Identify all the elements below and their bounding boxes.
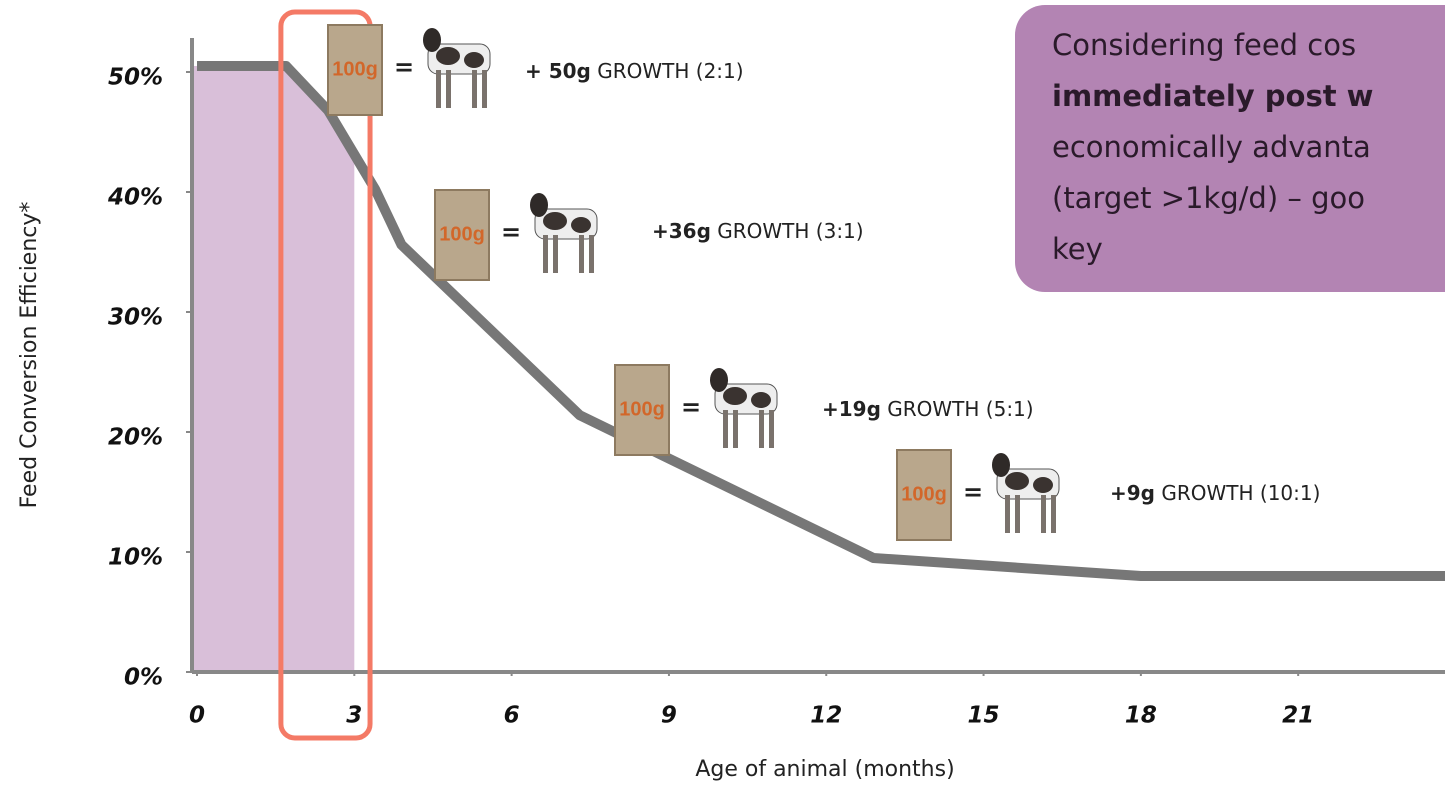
x-tick-label: 12 — [810, 703, 842, 729]
y-tick-label: 30% — [108, 305, 163, 331]
equals-sign: = — [681, 393, 701, 421]
cow-leg — [1051, 495, 1056, 533]
callout-line: key — [1052, 232, 1103, 266]
cow-leg — [543, 235, 548, 273]
cow-leg — [482, 70, 487, 108]
callout-box — [1015, 5, 1445, 292]
cow-icon — [992, 453, 1060, 533]
y-tick-label: 10% — [108, 545, 163, 571]
callout-line: economically advanta — [1052, 130, 1371, 164]
cow-leg — [723, 410, 728, 448]
cow-patch — [751, 392, 771, 408]
cow-leg — [553, 235, 558, 273]
x-tick-label: 3 — [346, 703, 362, 729]
cow-leg — [733, 410, 738, 448]
cow-patch — [436, 47, 460, 65]
feed-bag — [614, 364, 670, 456]
x-tick-label: 0 — [189, 703, 205, 729]
y-tick-label: 40% — [107, 185, 163, 211]
callout-line: Considering feed cos — [1052, 28, 1356, 62]
highlight-box — [278, 9, 373, 741]
cow-leg — [769, 410, 774, 448]
feed-bag — [896, 449, 952, 541]
growth-label: +36g GROWTH (3:1) — [652, 219, 864, 243]
cow-leg — [472, 70, 477, 108]
equals-sign: = — [963, 478, 983, 506]
cow-icon — [530, 193, 598, 273]
feed-bag — [434, 189, 490, 281]
cow-head — [530, 193, 548, 217]
cow-head — [710, 368, 728, 392]
cow-head — [423, 28, 441, 52]
growth-label: + 50g GROWTH (2:1) — [525, 59, 744, 83]
cow-leg — [589, 235, 594, 273]
cow-leg — [446, 70, 451, 108]
cow-patch — [723, 387, 747, 405]
cow-icon — [423, 28, 491, 108]
cow-patch — [571, 217, 591, 233]
growth-gain: + 50g — [525, 59, 591, 83]
cow-leg — [1015, 495, 1020, 533]
bag-label: 100g — [439, 223, 485, 245]
cow-patch — [1033, 477, 1053, 493]
x-tick-label: 15 — [968, 703, 1000, 729]
x-tick-label: 9 — [661, 703, 677, 729]
growth-label: +9g GROWTH (10:1) — [1110, 481, 1320, 505]
growth-text: GROWTH (3:1) — [717, 219, 863, 243]
callout-line: immediately post w — [1052, 79, 1373, 113]
x-tick-label: 21 — [1282, 703, 1314, 729]
bag-label: 100g — [619, 398, 665, 420]
growth-text: GROWTH (10:1) — [1161, 481, 1320, 505]
cow-leg — [1005, 495, 1010, 533]
growth-gain: +36g — [652, 219, 711, 243]
cow-icon — [710, 368, 778, 448]
cow-patch — [543, 212, 567, 230]
equals-sign: = — [394, 53, 414, 81]
bag-label: 100g — [332, 58, 378, 80]
growth-gain: +9g — [1110, 481, 1155, 505]
line-series — [197, 61, 1445, 581]
y-tick-label: 50% — [108, 65, 163, 91]
cow-patch — [464, 52, 484, 68]
x-tick-label: 18 — [1125, 703, 1157, 729]
y-tick-label: 20% — [108, 425, 163, 451]
y-tick-label: 0% — [124, 665, 163, 691]
growth-text: GROWTH (2:1) — [597, 59, 743, 83]
cow-leg — [436, 70, 441, 108]
bag-label: 100g — [901, 483, 947, 505]
cow-leg — [1041, 495, 1046, 533]
growth-gain: +19g — [822, 397, 881, 421]
cow-head — [992, 453, 1010, 477]
x-axis-label: Age of animal (months) — [695, 757, 954, 782]
x-tick-label: 6 — [504, 703, 520, 729]
growth-label: +19g GROWTH (5:1) — [822, 397, 1034, 421]
cow-leg — [579, 235, 584, 273]
growth-text: GROWTH (5:1) — [887, 397, 1033, 421]
y-axis-label: Feed Conversion Efficiency* — [17, 202, 42, 509]
callout-line: (target >1kg/d) – goo — [1052, 181, 1365, 215]
equals-sign: = — [501, 218, 521, 246]
cow-leg — [759, 410, 764, 448]
shaded-region — [192, 66, 355, 672]
feed-bag — [327, 24, 383, 116]
cow-patch — [1005, 472, 1029, 490]
